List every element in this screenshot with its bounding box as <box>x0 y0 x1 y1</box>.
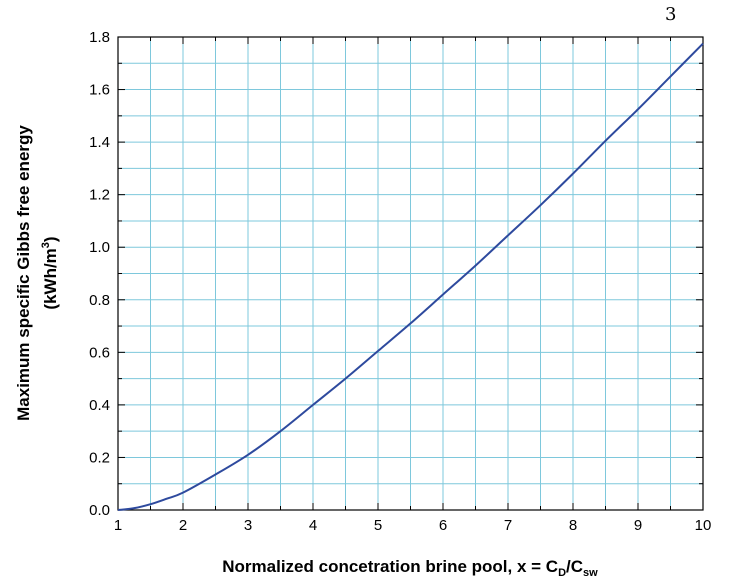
x-tick-label: 10 <box>695 517 712 534</box>
y-tick-label: 1.2 <box>89 187 110 204</box>
x-axis-title: Normalized concetration brine pool, x = … <box>222 557 598 579</box>
x-tick-label: 9 <box>634 517 642 534</box>
x-tick-label: 6 <box>439 517 447 534</box>
x-tick-label: 3 <box>244 517 252 534</box>
y-tick-label: 1.6 <box>89 82 110 99</box>
y-tick-label: 1.8 <box>89 29 110 46</box>
y-axis-title-line1: Maximum specific Gibbs free energy <box>14 125 33 421</box>
y-axis-title-line2: (kWh/m3) <box>40 236 60 309</box>
y-tick-label: 0.6 <box>89 344 110 361</box>
x-tick-label: 8 <box>569 517 577 534</box>
y-tick-label: 0.0 <box>89 502 110 519</box>
grid-lines <box>118 37 703 510</box>
x-tick-labels: 1 2 3 4 5 6 7 8 9 10 <box>114 517 712 534</box>
y-tick-labels: 0.0 0.2 0.4 0.6 0.8 1.0 1.2 1.4 1.6 1.8 <box>89 29 110 519</box>
x-tick-label: 1 <box>114 517 122 534</box>
axis-ticks <box>117 36 704 511</box>
x-tick-label: 4 <box>309 517 317 534</box>
y-tick-label: 0.2 <box>89 449 110 466</box>
page-number: 3 <box>665 4 676 25</box>
x-tick-label: 2 <box>179 517 187 534</box>
y-tick-label: 0.8 <box>89 292 110 309</box>
x-tick-label: 7 <box>504 517 512 534</box>
series-line <box>117 42 704 511</box>
y-tick-label: 1.0 <box>89 239 110 256</box>
y-tick-label: 1.4 <box>89 134 110 151</box>
x-tick-label: 5 <box>374 517 382 534</box>
y-tick-label: 0.4 <box>89 397 110 414</box>
